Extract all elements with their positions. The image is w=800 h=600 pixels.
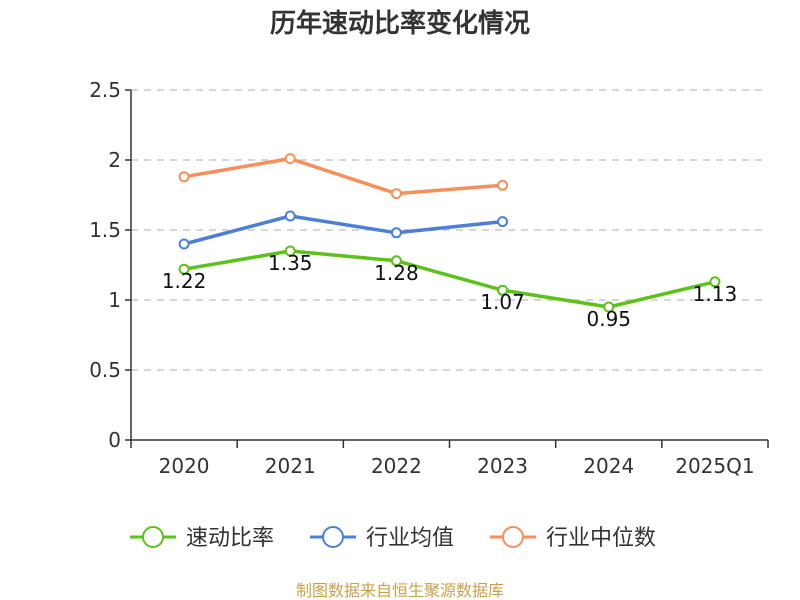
data-point bbox=[390, 227, 402, 239]
grid-lines bbox=[131, 89, 768, 371]
data-point bbox=[284, 245, 296, 257]
data-point bbox=[390, 188, 402, 200]
x-tick-label: 2025Q1 bbox=[675, 454, 754, 478]
y-tick-label: 0 bbox=[108, 428, 121, 452]
data-point bbox=[178, 263, 190, 275]
legend-label: 行业中位数 bbox=[546, 526, 656, 551]
y-tick-label: 1.5 bbox=[89, 218, 121, 242]
legend-marker bbox=[142, 526, 164, 548]
legend-marker bbox=[322, 526, 344, 548]
data-label: 1.07 bbox=[480, 290, 525, 314]
source-note: 制图数据来自恒生聚源数据库 bbox=[296, 581, 504, 600]
chart-title: 历年速动比率变化情况 bbox=[270, 8, 530, 39]
data-label: 1.35 bbox=[268, 251, 313, 275]
x-tick-label: 2024 bbox=[583, 454, 634, 478]
legend-label: 速动比率 bbox=[186, 526, 274, 551]
series-line bbox=[183, 214, 503, 246]
data-point bbox=[497, 179, 509, 191]
legend-marker bbox=[502, 526, 524, 548]
data-point bbox=[178, 171, 190, 183]
x-tick-label: 2023 bbox=[477, 454, 528, 478]
data-labels: 1.22 1.35 1.28 1.07 0.95 1.13 bbox=[162, 251, 737, 331]
x-tick-label: 2021 bbox=[265, 454, 316, 478]
data-point bbox=[497, 216, 509, 228]
data-label: 0.95 bbox=[586, 307, 631, 331]
axes: 0 0.5 1 1.5 2 2.5 2020 2021 2022 2023 2024 2025Q1 bbox=[89, 78, 769, 478]
data-point bbox=[497, 284, 509, 296]
legend: 速动比率 行业均值 行业中位数 bbox=[130, 526, 656, 551]
series-line bbox=[183, 156, 503, 196]
series-line bbox=[183, 249, 716, 309]
y-tick-label: 2.5 bbox=[89, 78, 121, 102]
data-point bbox=[178, 238, 190, 250]
legend-label: 行业均值 bbox=[366, 526, 454, 551]
data-label: 1.22 bbox=[162, 269, 207, 293]
data-label: 1.28 bbox=[374, 261, 419, 285]
data-label: 1.13 bbox=[693, 282, 738, 306]
y-tick-label: 1 bbox=[108, 288, 121, 312]
data-point bbox=[709, 276, 721, 288]
x-tick-label: 2020 bbox=[159, 454, 210, 478]
data-point bbox=[390, 255, 402, 267]
y-tick-label: 0.5 bbox=[89, 358, 121, 382]
data-point bbox=[603, 301, 615, 313]
data-point bbox=[284, 210, 296, 222]
series-group bbox=[178, 153, 721, 313]
data-point bbox=[284, 153, 296, 165]
x-tick-label: 2022 bbox=[371, 454, 422, 478]
y-tick-label: 2 bbox=[108, 148, 121, 172]
